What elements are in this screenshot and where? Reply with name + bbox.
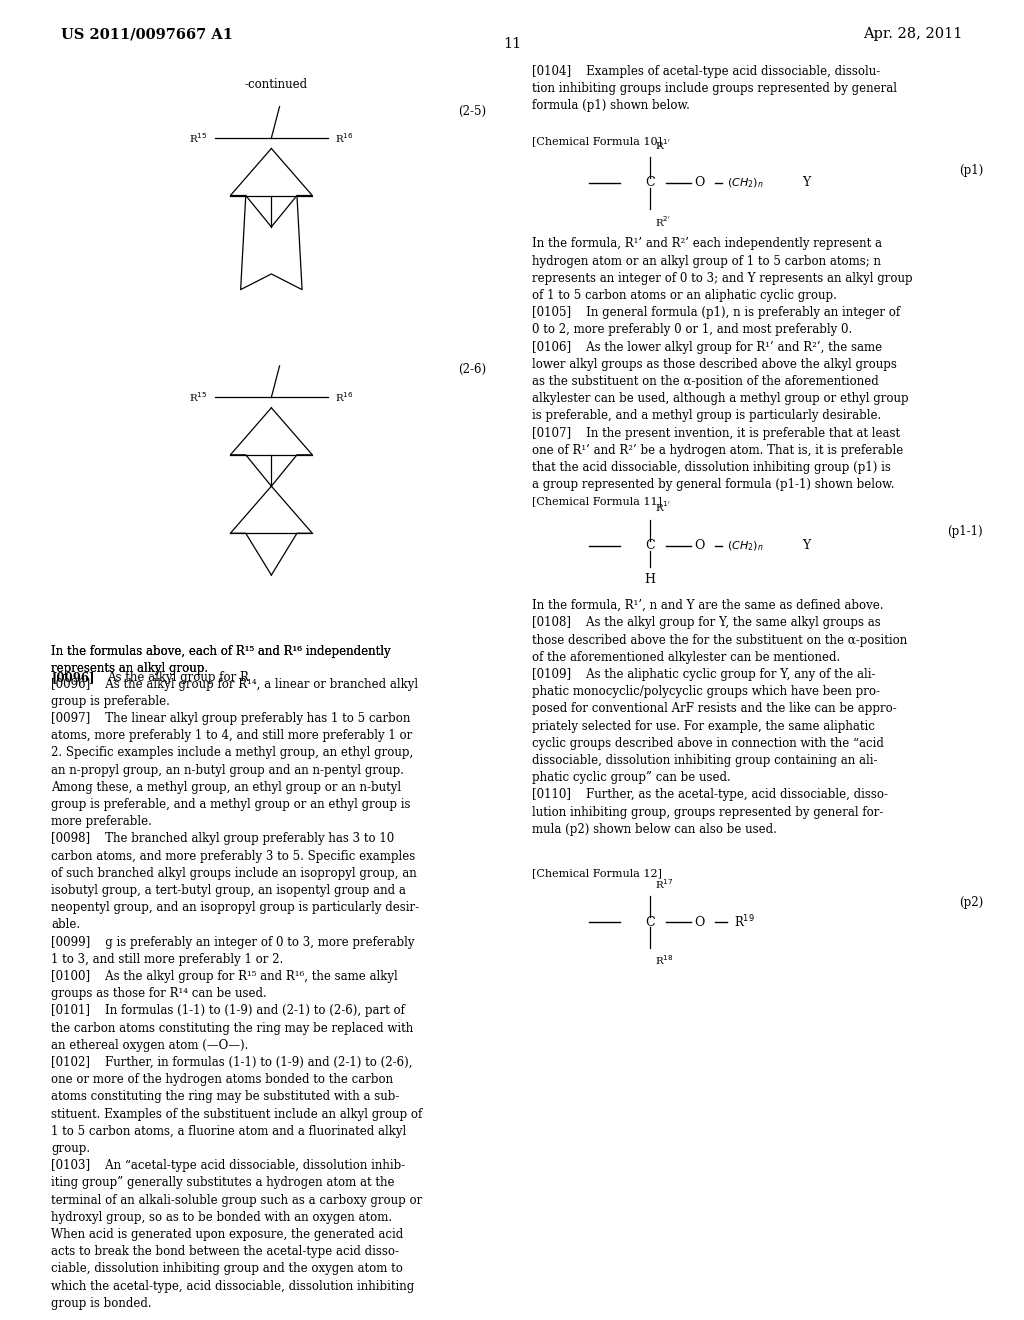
Text: R$^{1'}$: R$^{1'}$ (655, 500, 672, 515)
Text: US 2011/0097667 A1: US 2011/0097667 A1 (61, 28, 233, 41)
Text: R$^{16}$: R$^{16}$ (335, 391, 353, 404)
Text: [Chemical Formula 12]: [Chemical Formula 12] (532, 867, 663, 878)
Text: R$^{18}$: R$^{18}$ (655, 953, 674, 968)
Text: Apr. 28, 2011: Apr. 28, 2011 (863, 28, 963, 41)
Text: -continued: -continued (245, 78, 308, 91)
Text: C: C (645, 177, 655, 190)
Text: R$^{1'}$: R$^{1'}$ (655, 137, 672, 152)
Text: R$^{15}$: R$^{15}$ (189, 391, 208, 404)
Text: O: O (694, 540, 705, 552)
Text: (p2): (p2) (958, 896, 983, 909)
Text: C: C (645, 540, 655, 552)
Text: [Chemical Formula 10]: [Chemical Formula 10] (532, 136, 663, 147)
Text: R$^{2'}$: R$^{2'}$ (655, 214, 672, 228)
Text: R$^{15}$: R$^{15}$ (189, 131, 208, 145)
Text: In the formulas above, each of R¹⁵ and R¹⁶ independently
represents an alkyl gro: In the formulas above, each of R¹⁵ and R… (51, 645, 391, 675)
Text: [0104]    Examples of acetal-type acid dissociable, dissolu-
tion inhibiting gro: [0104] Examples of acetal-type acid diss… (532, 65, 897, 112)
Text: 11: 11 (503, 37, 521, 50)
Text: Y: Y (802, 540, 810, 552)
Text: In the formula, R¹’ and R²’ each independently represent a
hydrogen atom or an a: In the formula, R¹’ and R²’ each indepen… (532, 238, 913, 491)
Text: $(CH_2)_n$: $(CH_2)_n$ (727, 176, 764, 190)
Text: R$^{19}$: R$^{19}$ (734, 913, 755, 931)
Text: Y: Y (802, 177, 810, 190)
Text: O: O (694, 177, 705, 190)
Text: (p1-1): (p1-1) (947, 525, 983, 537)
Text: [0096]    As the alkyl group for R¹⁴, a linear or branched alkyl
group is prefer: [0096] As the alkyl group for R¹⁴, a lin… (51, 677, 423, 1309)
Text: As the alkyl group for R: As the alkyl group for R (108, 672, 250, 684)
Text: R$^{17}$: R$^{17}$ (655, 876, 674, 891)
Text: (p1): (p1) (958, 164, 983, 177)
Text: [0096]: [0096] (51, 672, 94, 684)
Text: $(CH_2)_n$: $(CH_2)_n$ (727, 539, 764, 553)
Text: (2-5): (2-5) (459, 104, 486, 117)
Text: (2-6): (2-6) (459, 363, 486, 376)
Text: In the formulas above, each of R¹⁵ and R¹⁶ independently
represents an alkyl gro: In the formulas above, each of R¹⁵ and R… (51, 645, 391, 676)
Text: R$^{16}$: R$^{16}$ (335, 131, 353, 145)
Text: O: O (694, 916, 705, 929)
Text: [Chemical Formula 11]: [Chemical Formula 11] (532, 496, 663, 507)
Text: C: C (645, 916, 655, 929)
Text: H: H (645, 573, 655, 586)
Text: In the formula, R¹’, n and Y are the same as defined above.
[0108]    As the alk: In the formula, R¹’, n and Y are the sam… (532, 599, 907, 836)
